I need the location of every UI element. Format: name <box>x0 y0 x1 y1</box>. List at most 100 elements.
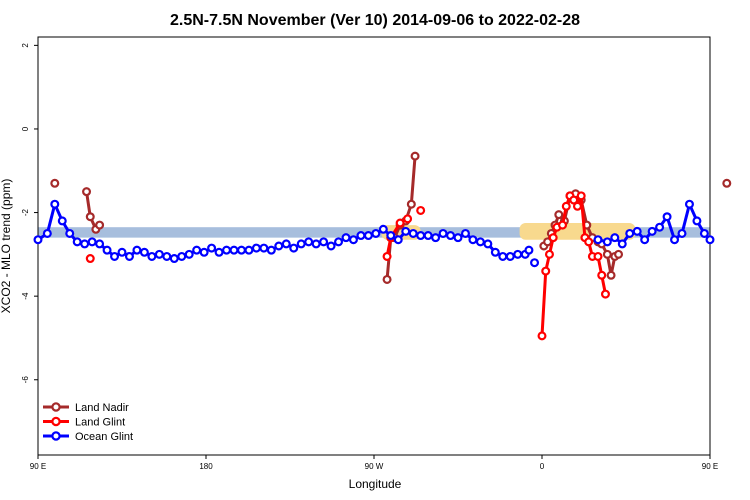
legend-marker <box>51 402 61 412</box>
legend-item-land-nadir: Land Nadir <box>43 402 129 414</box>
data-point-ocean-glint <box>363 231 373 241</box>
data-point-land-nadir <box>606 270 616 280</box>
data-point-ocean-glint <box>33 235 43 245</box>
data-point-ocean-glint <box>593 235 603 245</box>
data-point-ocean-glint <box>139 247 149 257</box>
y-tick-label: 2 <box>21 43 30 48</box>
data-point-ocean-glint <box>304 237 314 247</box>
legend-label: Land Nadir <box>75 402 129 414</box>
data-point-land-nadir <box>50 178 60 188</box>
data-point-land-glint <box>544 249 554 259</box>
data-point-land-glint <box>597 270 607 280</box>
y-axis-ticks: 2 0 -2 -4 -6 <box>21 43 38 384</box>
series-ocean-glint <box>33 199 715 268</box>
data-point-ocean-glint <box>393 235 403 245</box>
data-point-ocean-glint <box>87 237 97 247</box>
data-point-ocean-glint <box>438 228 448 238</box>
data-point-land-nadir <box>554 210 564 220</box>
data-point-ocean-glint <box>132 245 142 255</box>
data-point-land-glint <box>548 233 558 243</box>
data-point-ocean-glint <box>274 241 284 251</box>
data-point-ocean-glint <box>192 245 202 255</box>
data-point-ocean-glint <box>289 243 299 253</box>
data-point-ocean-glint <box>281 239 291 249</box>
data-point-land-glint <box>558 220 568 230</box>
data-point-land-glint <box>593 251 603 261</box>
data-point-ocean-glint <box>677 228 687 238</box>
data-point-ocean-glint <box>446 231 456 241</box>
x-tick-label: 180 <box>199 462 213 471</box>
data-point-ocean-glint <box>334 237 344 247</box>
data-point-ocean-glint <box>699 228 709 238</box>
data-point-ocean-glint <box>498 251 508 261</box>
data-point-ocean-glint <box>348 235 358 245</box>
data-point-ocean-glint <box>530 258 540 268</box>
x-tick-label: 90 W <box>365 462 384 471</box>
data-point-ocean-glint <box>184 249 194 259</box>
y-tick-label: -6 <box>21 376 30 384</box>
data-point-land-glint <box>395 218 405 228</box>
chart-title: 2.5N-7.5N November (Ver 10) 2014-09-06 t… <box>170 12 580 29</box>
data-point-ocean-glint <box>110 251 120 261</box>
data-point-ocean-glint <box>483 239 493 249</box>
data-point-ocean-glint <box>57 216 67 226</box>
data-point-ocean-glint <box>453 233 463 243</box>
data-point-land-nadir <box>602 249 612 259</box>
data-point-land-glint <box>584 237 594 247</box>
data-point-ocean-glint <box>655 222 665 232</box>
data-point-land-nadir <box>382 274 392 284</box>
data-point-ocean-glint <box>266 245 276 255</box>
plot-frame <box>37 36 711 456</box>
data-point-land-glint <box>569 195 579 205</box>
data-point-ocean-glint <box>222 245 232 255</box>
series-layer <box>33 151 732 341</box>
data-point-ocean-glint <box>423 231 433 241</box>
data-point-ocean-glint <box>640 235 650 245</box>
legend-marker <box>51 416 61 427</box>
data-point-ocean-glint <box>401 226 411 236</box>
data-point-ocean-glint <box>513 249 523 259</box>
legend-item-ocean-glint: Ocean Glint <box>43 431 133 443</box>
data-point-ocean-glint <box>65 228 75 238</box>
data-point-ocean-glint <box>169 254 179 264</box>
data-point-land-glint <box>561 201 571 211</box>
data-point-land-nadir <box>722 178 732 188</box>
data-point-land-glint <box>576 191 586 201</box>
y-axis-label: XCO2 - MLO trend (ppm) <box>0 179 13 314</box>
data-point-ocean-glint <box>670 235 680 245</box>
x-tick-label: 0 <box>540 462 545 471</box>
data-point-ocean-glint <box>378 224 388 234</box>
data-point-ocean-glint <box>80 239 90 249</box>
data-point-ocean-glint <box>684 199 694 209</box>
data-point-ocean-glint <box>326 241 336 251</box>
x-axis-label: Longitude <box>349 477 402 491</box>
y-tick-label: -4 <box>21 292 30 300</box>
data-point-ocean-glint <box>647 226 657 236</box>
data-point-land-glint <box>572 201 582 211</box>
data-point-ocean-glint <box>259 243 269 253</box>
data-point-ocean-glint <box>50 199 60 209</box>
data-point-ocean-glint <box>632 226 642 236</box>
data-point-land-glint <box>541 266 551 276</box>
data-point-ocean-glint <box>692 216 702 226</box>
data-point-ocean-glint <box>244 245 254 255</box>
x-tick-label: 90 E <box>30 462 46 471</box>
data-point-land-nadir <box>410 151 420 161</box>
data-point-land-glint <box>600 289 610 299</box>
series-land-glint <box>85 191 610 341</box>
data-point-ocean-glint <box>117 247 127 257</box>
data-point-land-nadir <box>82 187 92 197</box>
data-point-land-glint <box>403 214 413 224</box>
data-point-ocean-glint <box>319 237 329 247</box>
y-tick-label: 0 <box>21 126 30 131</box>
data-point-ocean-glint <box>251 243 261 253</box>
data-point-ocean-glint <box>154 249 164 259</box>
data-point-ocean-glint <box>162 251 172 261</box>
data-point-ocean-glint <box>662 212 672 222</box>
data-point-ocean-glint <box>341 233 351 243</box>
legend: Land Nadir Land Glint Ocean Glint <box>43 402 133 443</box>
data-point-ocean-glint <box>705 235 715 245</box>
data-point-ocean-glint <box>229 245 239 255</box>
legend-label: Land Glint <box>75 417 125 429</box>
y-tick-label: -2 <box>21 208 30 216</box>
